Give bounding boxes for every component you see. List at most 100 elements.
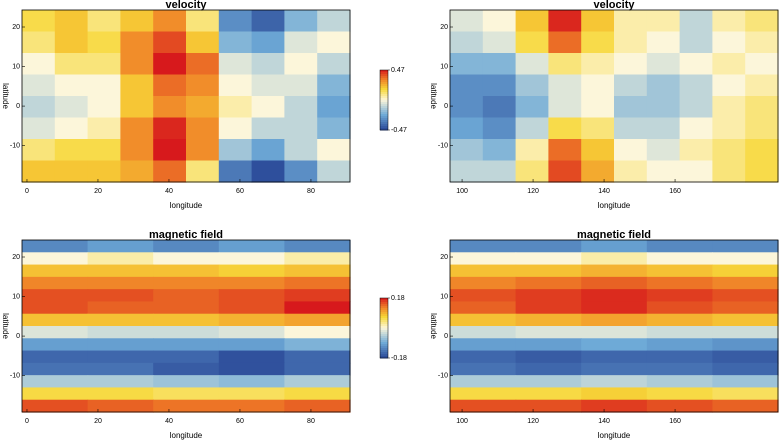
x-tick-label: 100 <box>456 418 468 425</box>
y-tick-label: 0 <box>16 103 20 110</box>
heat-cell <box>515 240 582 253</box>
heat-cell <box>153 139 187 162</box>
colorbar-segment <box>380 76 388 79</box>
x-axis-label: longitude <box>170 431 203 440</box>
heat-cell <box>712 387 779 401</box>
colorbar-segment <box>380 348 388 351</box>
heat-cell <box>712 160 746 183</box>
y-tick-label: 20 <box>440 24 448 31</box>
x-axis-label: longitude <box>170 201 203 210</box>
heat-cell <box>153 10 187 33</box>
heat-cell <box>614 96 648 119</box>
colorbar-tick-label: -0.47 <box>391 127 407 134</box>
heat-cell <box>581 139 615 162</box>
heat-cell <box>251 10 285 33</box>
heat-cell <box>712 10 746 33</box>
colorbar-segment <box>380 100 388 103</box>
heat-cell <box>712 399 779 413</box>
colorbar-segment <box>380 114 388 117</box>
heat-cell <box>22 338 89 352</box>
heat-cell <box>745 10 779 33</box>
heat-cell <box>284 338 351 352</box>
heat-cell <box>515 96 549 119</box>
heat-cell <box>482 74 517 97</box>
heat-cell <box>712 301 779 315</box>
heat-cell <box>218 289 285 303</box>
colorbar-segment <box>380 104 388 107</box>
heat-cell <box>548 74 582 97</box>
heat-cell <box>284 289 351 303</box>
panel-title: magnetic field <box>577 229 651 241</box>
colorbar-segment <box>380 352 388 355</box>
heat-cell <box>450 10 484 33</box>
heat-cell <box>745 117 779 140</box>
colorbar-segment <box>380 82 388 85</box>
heat-cell <box>284 399 351 413</box>
heat-cell <box>548 10 582 33</box>
colorbar-segment <box>380 128 388 131</box>
colorbar-segment <box>380 340 388 343</box>
heat-cell <box>745 160 779 183</box>
heat-cell <box>153 74 187 97</box>
heat-cell <box>515 326 582 339</box>
heat-cell <box>54 10 89 33</box>
colorbar-segment <box>380 344 388 347</box>
heat-cell <box>186 10 220 33</box>
heat-cell <box>284 74 318 97</box>
heat-cell <box>317 96 351 119</box>
heat-cell <box>679 53 713 76</box>
heat-cell <box>120 10 154 33</box>
heat-cell <box>218 399 285 413</box>
heat-cell <box>614 53 648 76</box>
heat-cell <box>515 338 582 352</box>
heat-cell <box>581 338 648 352</box>
colorbar-segment <box>380 306 388 309</box>
heat-cell <box>614 74 648 97</box>
colorbar-segment <box>380 308 388 311</box>
x-tick-label: 140 <box>598 418 610 425</box>
heat-cell <box>712 326 779 339</box>
y-tick-label: 10 <box>440 293 448 300</box>
heat-cell <box>450 74 484 97</box>
heat-cell <box>450 31 484 54</box>
heat-cell <box>251 139 285 162</box>
heat-cell <box>515 264 582 278</box>
heat-cell <box>87 53 121 76</box>
heat-cell <box>22 10 56 33</box>
heat-cell <box>317 10 351 33</box>
heat-cell <box>482 96 517 119</box>
colorbar-segment <box>380 70 388 73</box>
heat-cell <box>218 276 285 290</box>
colorbar-segment <box>380 346 388 349</box>
heat-cell <box>581 387 648 401</box>
heat-cell <box>218 313 285 327</box>
colorbar-segment <box>380 300 388 303</box>
heat-cell <box>22 289 89 303</box>
panel-title: magnetic field <box>149 229 223 241</box>
heat-cell <box>87 117 121 140</box>
heat-cell <box>712 276 779 290</box>
heat-cell <box>317 139 351 162</box>
heat-cell <box>317 74 351 97</box>
colorbar-segment <box>380 74 388 77</box>
heat-cell <box>251 96 285 119</box>
y-tick-label: 20 <box>12 24 20 31</box>
heat-cell <box>87 399 154 413</box>
y-axis-label: latitude <box>429 313 438 339</box>
colorbar-segment <box>380 126 388 129</box>
heat-cell <box>515 53 549 76</box>
heat-cell <box>284 326 351 339</box>
heat-cell <box>22 117 56 140</box>
heat-cell <box>317 160 351 183</box>
heat-cell <box>646 240 713 253</box>
colorbar-segment <box>380 94 388 97</box>
heat-cell <box>54 53 89 76</box>
y-tick-label: 20 <box>440 254 448 261</box>
heat-cell <box>317 53 351 76</box>
heat-cell <box>153 117 187 140</box>
heat-cell <box>87 252 154 266</box>
colorbar-segment <box>380 122 388 125</box>
heat-cell <box>679 160 713 183</box>
y-tick-label: 0 <box>444 333 448 340</box>
heat-cell <box>646 74 681 97</box>
